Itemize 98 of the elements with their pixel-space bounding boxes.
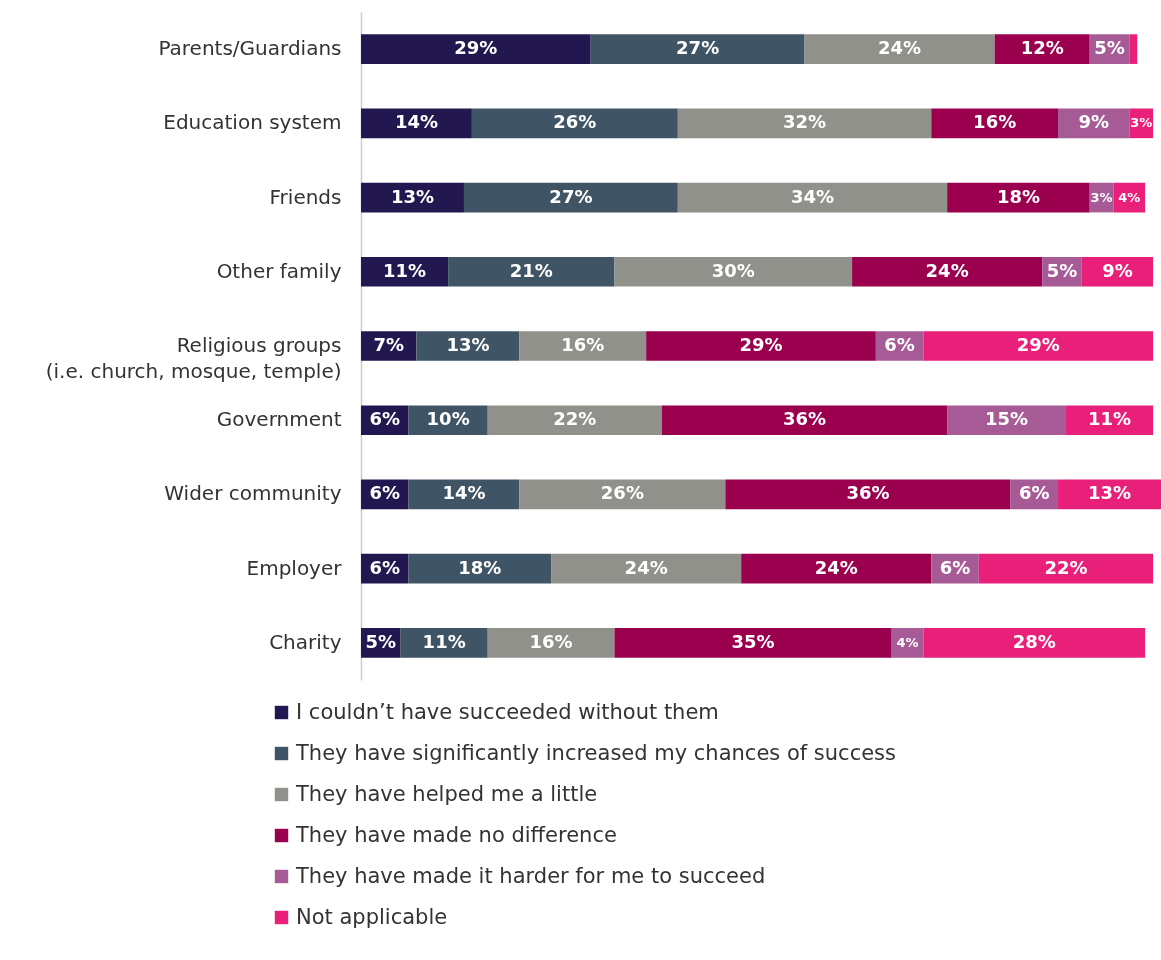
data-label: 24% — [624, 556, 668, 578]
bar — [923, 331, 1154, 361]
bar — [361, 108, 472, 139]
bar — [487, 628, 615, 658]
data-label: 4% — [1118, 189, 1141, 205]
legend-label: I couldn’t have succeeded without them — [296, 699, 719, 724]
data-label: 7% — [373, 334, 404, 355]
bar — [519, 331, 647, 361]
data-label: 10% — [426, 408, 470, 430]
data-label: 15% — [985, 408, 1029, 430]
data-label: 36% — [783, 408, 827, 430]
data-label: 26% — [553, 111, 597, 133]
data-label: 11% — [383, 259, 427, 281]
data-label: 6% — [939, 556, 971, 578]
bar — [408, 553, 552, 584]
data-label: 14% — [394, 111, 438, 133]
data-label: 29% — [1016, 334, 1060, 355]
legend-label: They have made no difference — [295, 822, 617, 847]
data-label: 18% — [996, 185, 1040, 207]
y-tick-label: Employer — [246, 555, 343, 580]
data-label: 27% — [549, 185, 593, 207]
bar — [852, 256, 1043, 287]
bar — [646, 331, 876, 361]
data-label: 5% — [1094, 37, 1125, 59]
data-label: 16% — [973, 111, 1017, 133]
data-label: 21% — [509, 259, 553, 281]
y-tick-label: Other family — [216, 258, 342, 283]
legend-label: They have helped me a little — [295, 781, 598, 806]
y-tick-label: Government — [216, 407, 342, 432]
bar — [677, 108, 932, 139]
legend-label: They have significantly increased my chances of success — [295, 740, 896, 765]
bar — [519, 479, 726, 510]
data-label: 5% — [1046, 259, 1078, 281]
data-label: 3% — [1130, 115, 1153, 131]
bar — [614, 628, 892, 658]
data-label: 13% — [390, 185, 435, 207]
data-label: 9% — [1102, 259, 1133, 281]
data-label: 6% — [369, 556, 401, 578]
data-label: 6% — [884, 334, 915, 355]
bar — [725, 479, 1011, 510]
bar — [590, 34, 805, 64]
data-label: 6% — [369, 408, 401, 430]
bar — [463, 182, 678, 213]
data-label: 12% — [1020, 37, 1064, 59]
data-label: 35% — [731, 630, 775, 652]
data-label: 9% — [1078, 111, 1109, 133]
data-label: 13% — [446, 334, 490, 355]
y-tick-label: Education system — [163, 110, 342, 135]
data-label: 11% — [422, 630, 466, 652]
y-tick-label: Wider community — [164, 481, 342, 506]
bar — [931, 108, 1059, 139]
bar — [804, 34, 995, 64]
data-label: 13% — [1087, 482, 1132, 504]
y-tick-label: Friends — [269, 184, 342, 209]
bar — [661, 405, 948, 436]
data-label: 27% — [676, 37, 720, 59]
data-label: 24% — [925, 259, 969, 281]
bar — [361, 34, 591, 64]
legend-label: Not applicable — [296, 904, 448, 929]
data-label: 28% — [1012, 630, 1056, 652]
bar — [551, 553, 742, 584]
bar — [978, 553, 1154, 584]
bar — [448, 256, 615, 287]
data-label: 14% — [442, 482, 486, 504]
data-label: 3% — [1090, 189, 1113, 205]
data-label: 32% — [783, 111, 827, 133]
bar — [416, 331, 520, 361]
data-label: 26% — [600, 482, 644, 504]
data-label: 16% — [529, 630, 573, 652]
bar — [947, 182, 1090, 213]
data-label: 34% — [790, 185, 835, 207]
data-label: 5% — [365, 630, 397, 652]
y-tick-label: Parents/Guardians — [158, 36, 342, 61]
bar — [1129, 34, 1138, 64]
legend-label: They have made it harder for me to succeed — [295, 863, 766, 888]
data-label: 11% — [1087, 408, 1132, 430]
data-label: 22% — [553, 408, 597, 430]
data-label: 29% — [739, 334, 783, 355]
bar — [614, 256, 853, 287]
bar — [677, 182, 948, 213]
data-label: 24% — [814, 556, 858, 578]
bar — [923, 628, 1146, 658]
data-label: 4% — [896, 634, 919, 650]
data-label: 18% — [458, 556, 502, 578]
data-label: 36% — [846, 482, 890, 504]
bar — [741, 553, 932, 584]
data-label: 30% — [711, 259, 755, 281]
data-label: 24% — [878, 37, 922, 59]
y-tick-label: Charity — [269, 629, 342, 654]
bar — [487, 405, 662, 436]
data-label: 6% — [369, 482, 401, 504]
bar — [947, 405, 1066, 436]
data-label: 6% — [1018, 482, 1050, 504]
data-label: 29% — [454, 37, 498, 59]
bar — [471, 108, 678, 139]
data-label: 16% — [561, 334, 605, 355]
data-label: 22% — [1044, 556, 1088, 578]
y-tick-label: Religious groups (i.e. church, mosque, temple) — [45, 333, 342, 383]
